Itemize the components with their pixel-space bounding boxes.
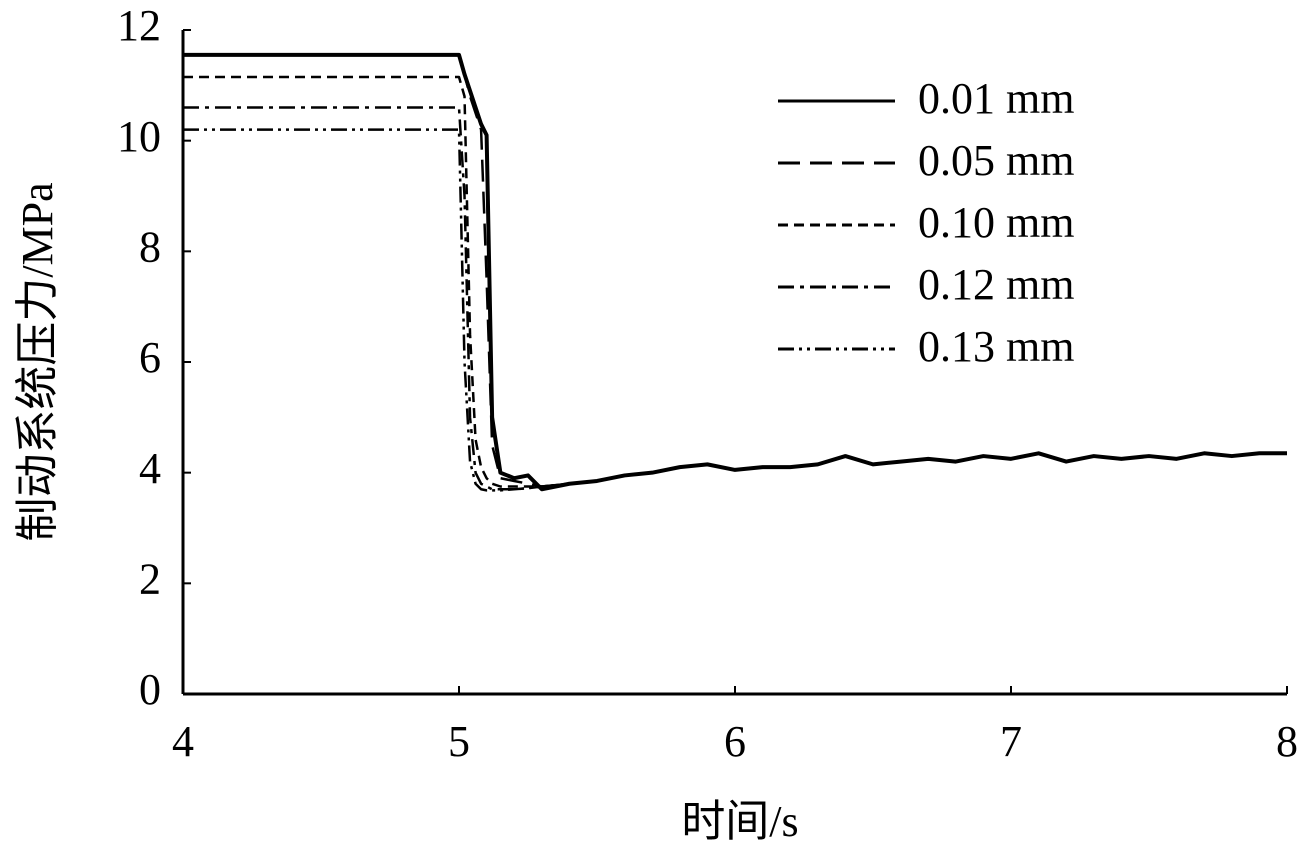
x-tick-label: 5 <box>448 717 470 766</box>
legend-label: 0.10 mm <box>918 198 1074 247</box>
data-line <box>183 75 1287 488</box>
y-tick-label: 8 <box>139 222 161 271</box>
legend-label: 0.12 mm <box>918 260 1074 309</box>
y-tick-label: 4 <box>139 444 161 493</box>
y-tick-label: 2 <box>139 554 161 603</box>
x-tick-label: 7 <box>1000 717 1022 766</box>
data-line <box>183 53 1287 488</box>
y-axis-label: 制动系统压力/MPa <box>13 182 62 541</box>
y-tick-label: 12 <box>117 1 161 50</box>
x-tick-label: 4 <box>172 717 194 766</box>
y-tick-label: 10 <box>117 112 161 161</box>
x-tick-label: 8 <box>1276 717 1298 766</box>
legend-label: 0.01 mm <box>918 74 1074 123</box>
y-tick-label: 0 <box>139 665 161 714</box>
data-line <box>183 128 1287 492</box>
legend-label: 0.13 mm <box>918 322 1074 371</box>
x-tick-label: 6 <box>724 717 746 766</box>
x-axis-label: 时间/s <box>681 797 798 846</box>
data-line <box>183 106 1287 491</box>
legend-label: 0.05 mm <box>918 136 1074 185</box>
y-tick-label: 6 <box>139 333 161 382</box>
data-line <box>183 52 1287 492</box>
